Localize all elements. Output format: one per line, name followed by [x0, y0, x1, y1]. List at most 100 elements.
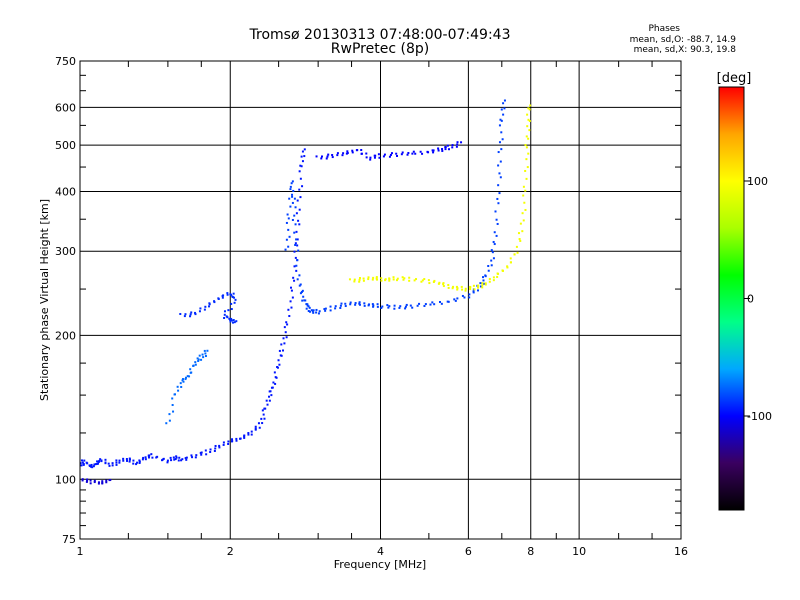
data-point	[367, 304, 370, 307]
data-point	[502, 102, 505, 105]
data-point	[285, 336, 288, 339]
data-point	[331, 156, 334, 159]
data-point	[296, 238, 299, 241]
data-point	[421, 152, 424, 155]
data-point	[233, 321, 236, 324]
data-point	[488, 280, 491, 283]
data-point	[495, 218, 498, 221]
data-point	[180, 459, 183, 462]
data-point	[99, 458, 102, 461]
data-point	[162, 457, 165, 460]
data-point	[217, 297, 220, 300]
data-point	[283, 342, 286, 345]
data-point	[522, 185, 525, 188]
data-point	[524, 189, 527, 192]
data-point	[85, 461, 88, 464]
data-point	[104, 461, 107, 464]
data-point	[101, 481, 104, 484]
data-point	[384, 279, 387, 282]
data-point	[231, 438, 234, 441]
data-point	[115, 463, 118, 466]
data-point	[381, 305, 384, 308]
data-point	[80, 459, 83, 462]
data-point	[199, 307, 202, 310]
data-point	[487, 269, 490, 272]
data-point	[234, 298, 237, 301]
data-point	[266, 403, 269, 406]
data-point	[198, 354, 201, 357]
data-point	[86, 478, 89, 481]
data-point	[190, 311, 193, 314]
data-point	[408, 276, 411, 279]
data-point	[166, 461, 169, 464]
data-point	[488, 277, 491, 280]
data-point	[208, 303, 211, 306]
data-point	[494, 210, 497, 213]
data-point	[90, 463, 93, 466]
plot-frame	[79, 60, 682, 540]
data-point	[298, 188, 301, 191]
data-point	[265, 399, 268, 402]
data-point	[200, 358, 203, 361]
data-point	[235, 437, 238, 440]
data-point	[497, 184, 500, 187]
x-tick-labels: 1 2 4 6 8 10 16	[77, 545, 689, 558]
data-point	[209, 450, 212, 453]
data-point	[317, 312, 320, 315]
data-point	[287, 228, 290, 231]
data-point	[228, 317, 231, 320]
phase-info-title: Phases	[648, 24, 680, 34]
data-point	[499, 176, 502, 179]
data-point	[496, 275, 499, 278]
data-point	[223, 310, 226, 313]
data-point	[208, 305, 211, 308]
data-point	[293, 265, 296, 268]
data-point	[125, 458, 128, 461]
data-point	[294, 223, 297, 226]
data-point	[323, 308, 326, 311]
data-point	[213, 301, 216, 304]
data-point	[431, 149, 434, 152]
data-point	[105, 481, 108, 484]
data-point	[181, 378, 184, 381]
data-point	[144, 458, 147, 461]
data-point	[195, 454, 198, 457]
data-point	[194, 456, 197, 459]
data-point	[527, 152, 530, 155]
y-tick-label: 300	[55, 245, 76, 258]
data-point	[291, 296, 294, 299]
data-point	[479, 285, 482, 288]
data-point	[353, 278, 356, 281]
data-point	[291, 180, 294, 183]
data-point	[346, 150, 349, 153]
data-point	[354, 303, 357, 306]
data-point	[80, 464, 83, 467]
data-point	[83, 459, 86, 462]
x-axis-label: Frequency [MHz]	[334, 558, 426, 571]
data-point	[454, 299, 457, 302]
data-point	[299, 177, 302, 180]
data-point	[202, 356, 205, 359]
data-point	[194, 311, 197, 314]
data-point	[135, 463, 138, 466]
data-point	[299, 283, 302, 286]
data-point	[144, 456, 147, 459]
data-point	[278, 363, 281, 366]
data-point	[138, 460, 141, 463]
data-point	[230, 319, 233, 322]
data-point	[115, 459, 118, 462]
data-point	[451, 144, 454, 147]
data-point	[232, 292, 235, 295]
data-point	[423, 278, 426, 281]
data-point	[194, 361, 197, 364]
data-point	[77, 463, 79, 465]
data-point	[516, 251, 519, 254]
data-point	[329, 309, 332, 312]
data-point	[177, 389, 180, 392]
data-point	[464, 287, 467, 290]
data-point	[509, 257, 512, 260]
data-point	[288, 235, 291, 238]
data-point	[292, 276, 295, 279]
data-point	[389, 153, 392, 156]
